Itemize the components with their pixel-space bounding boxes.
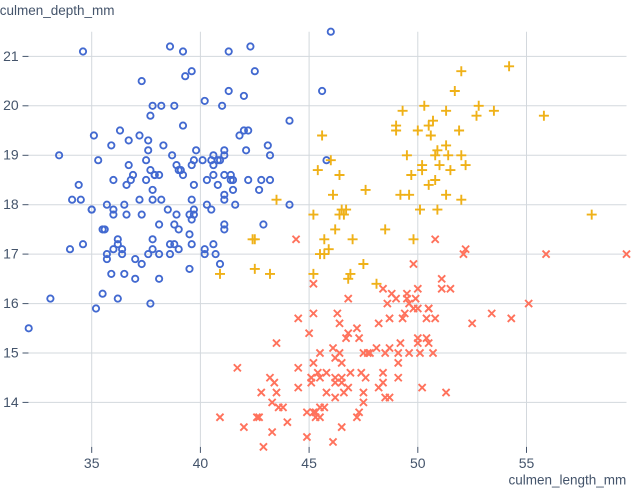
svg-text:culmen_length_mm: culmen_length_mm [508,472,626,487]
svg-text:17: 17 [3,246,19,262]
svg-text:14: 14 [3,394,19,410]
svg-text:35: 35 [84,455,100,471]
svg-text:15: 15 [3,344,19,360]
svg-text:50: 50 [410,455,426,471]
svg-text:culmen_depth_mm: culmen_depth_mm [0,3,115,18]
svg-text:18: 18 [3,196,19,212]
svg-text:19: 19 [3,147,19,163]
svg-text:20: 20 [3,97,19,113]
svg-text:45: 45 [301,455,317,471]
svg-text:40: 40 [193,455,209,471]
svg-text:16: 16 [3,295,19,311]
svg-text:21: 21 [3,48,19,64]
svg-text:55: 55 [519,455,535,471]
